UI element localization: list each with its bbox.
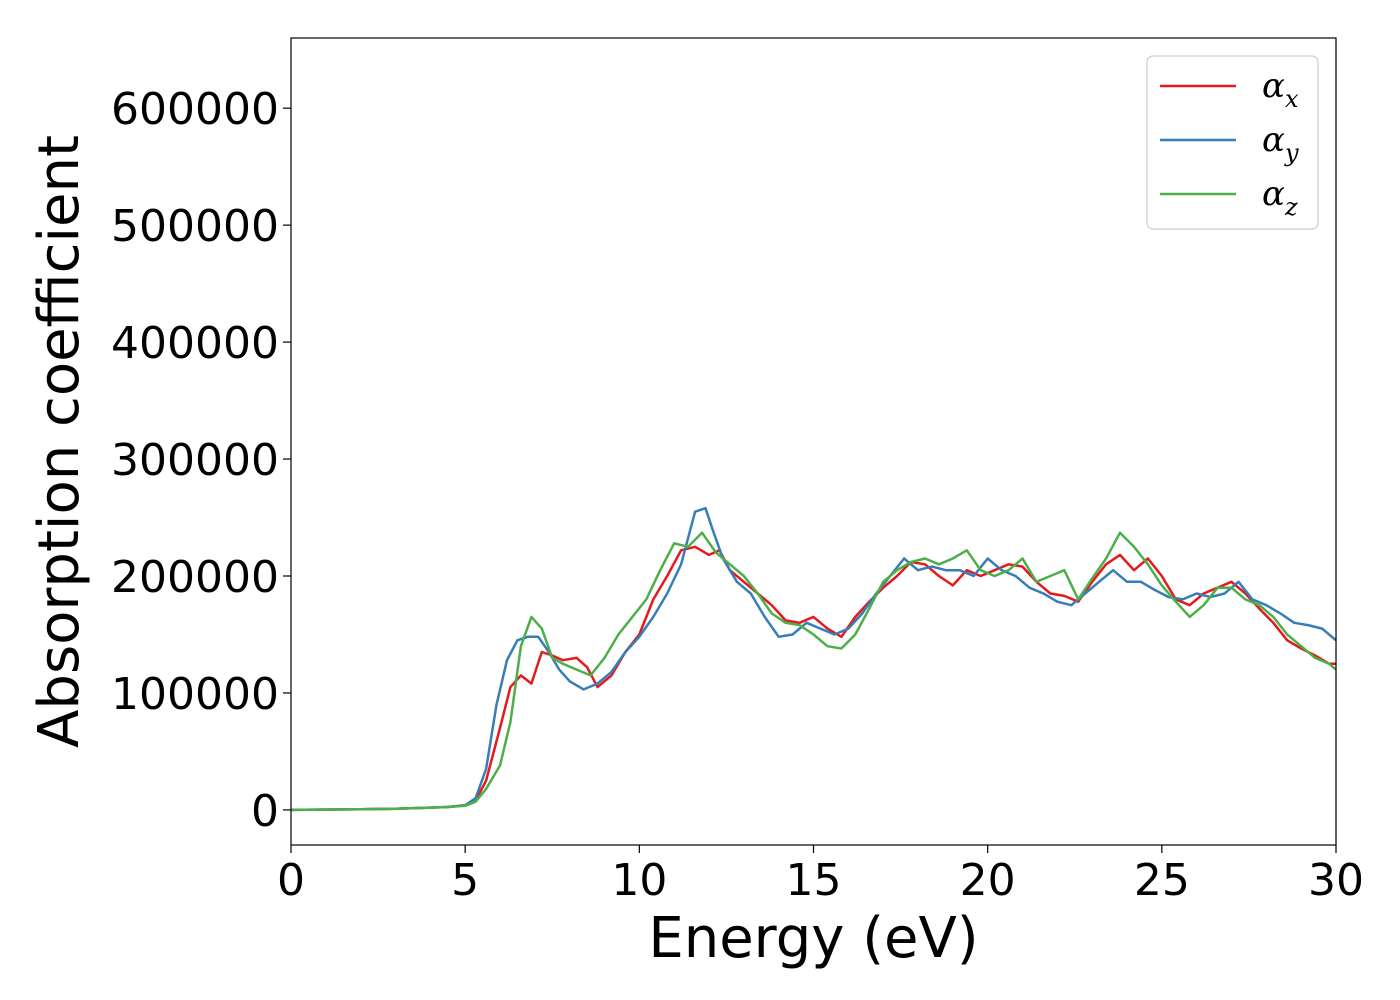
y-tick-label: 600000 [111,84,279,135]
y-tick-label: 0 [251,786,279,837]
y-tick-label: 300000 [111,435,279,486]
y-tick-label: 400000 [111,318,279,369]
y-axis: 0 100000 200000 300000 400000 500000 600000 [111,84,291,837]
x-axis-label: Energy (eV) [648,906,978,971]
y-tick-label: 500000 [111,201,279,252]
x-tick-label: 30 [1308,855,1364,906]
y-tick-label: 200000 [111,552,279,603]
y-tick-label: 100000 [111,669,279,720]
x-axis: 0 5 10 15 20 25 30 [277,845,1364,906]
x-tick-label: 0 [277,855,305,906]
x-tick-label: 5 [451,855,479,906]
series-line-z [291,531,1336,812]
x-tick-label: 20 [960,855,1016,906]
legend-frame [1146,55,1319,230]
x-tick-label: 10 [611,855,667,906]
y-axis-label: Absorption coefficient [27,135,92,748]
series-layer [291,506,1336,812]
x-tick-label: 25 [1134,855,1190,906]
x-tick-label: 15 [786,855,842,906]
